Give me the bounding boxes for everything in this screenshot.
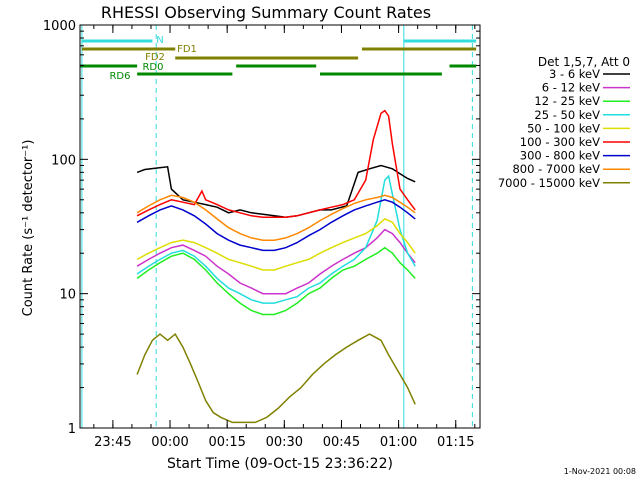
y-tick-label: 10 xyxy=(59,288,76,303)
y-tick-label: 1 xyxy=(68,422,76,437)
footer-timestamp: 1-Nov-2021 00:08 xyxy=(564,467,636,476)
legend-entry-label: 300 - 800 keV xyxy=(520,149,600,163)
flag-bar-label: N xyxy=(156,35,163,46)
legend-entry-label: 100 - 300 keV xyxy=(520,135,600,149)
legend-entry-label: 25 - 50 keV xyxy=(534,108,600,122)
y-tick-label: 100 xyxy=(51,153,76,168)
plot-frame xyxy=(79,24,481,429)
flag-bar-label: FD2 xyxy=(145,52,165,63)
legend-entry-label: 6 - 12 keV xyxy=(542,81,600,95)
series-line xyxy=(136,109,416,219)
flag-bar-label: FD1 xyxy=(177,44,197,55)
x-tick-label: 00:15 xyxy=(208,435,245,450)
series-line xyxy=(136,332,416,424)
x-tick-label: 23:45 xyxy=(94,435,131,450)
x-tick-label: 00:30 xyxy=(266,435,303,450)
legend-entry-label: 12 - 25 keV xyxy=(534,94,600,108)
y-axis-label: Count Rate (s⁻¹ detector⁻¹) xyxy=(21,140,36,317)
legend-entry-label: 7000 - 15000 keV xyxy=(498,176,600,190)
legend-entry-label: 50 - 100 keV xyxy=(527,121,600,135)
chart-title: RHESSI Observing Summary Count Rates xyxy=(101,3,431,22)
x-tick-label: 00:00 xyxy=(151,435,188,450)
x-tick-label: 01:15 xyxy=(437,435,474,450)
series-line xyxy=(136,174,416,304)
y-tick-label: 1000 xyxy=(43,19,76,34)
x-tick-label: 01:00 xyxy=(380,435,417,450)
series-line xyxy=(136,164,416,219)
legend-title: Det 1,5,7, Att 0 xyxy=(538,55,630,69)
series-line xyxy=(136,218,416,271)
legend-entry-label: 800 - 7000 keV xyxy=(512,162,600,176)
series-line xyxy=(136,199,416,252)
series-line xyxy=(136,246,416,316)
flag-bar-label: RD6 xyxy=(109,71,130,82)
x-axis-label: Start Time (09-Oct-15 23:36:22) xyxy=(167,456,393,472)
x-tick-label: 00:45 xyxy=(323,435,360,450)
legend-entry-label: 3 - 6 keV xyxy=(549,67,600,81)
flag-bar-label: RD0 xyxy=(142,62,163,73)
series-line xyxy=(136,228,416,295)
series-line xyxy=(136,194,416,241)
